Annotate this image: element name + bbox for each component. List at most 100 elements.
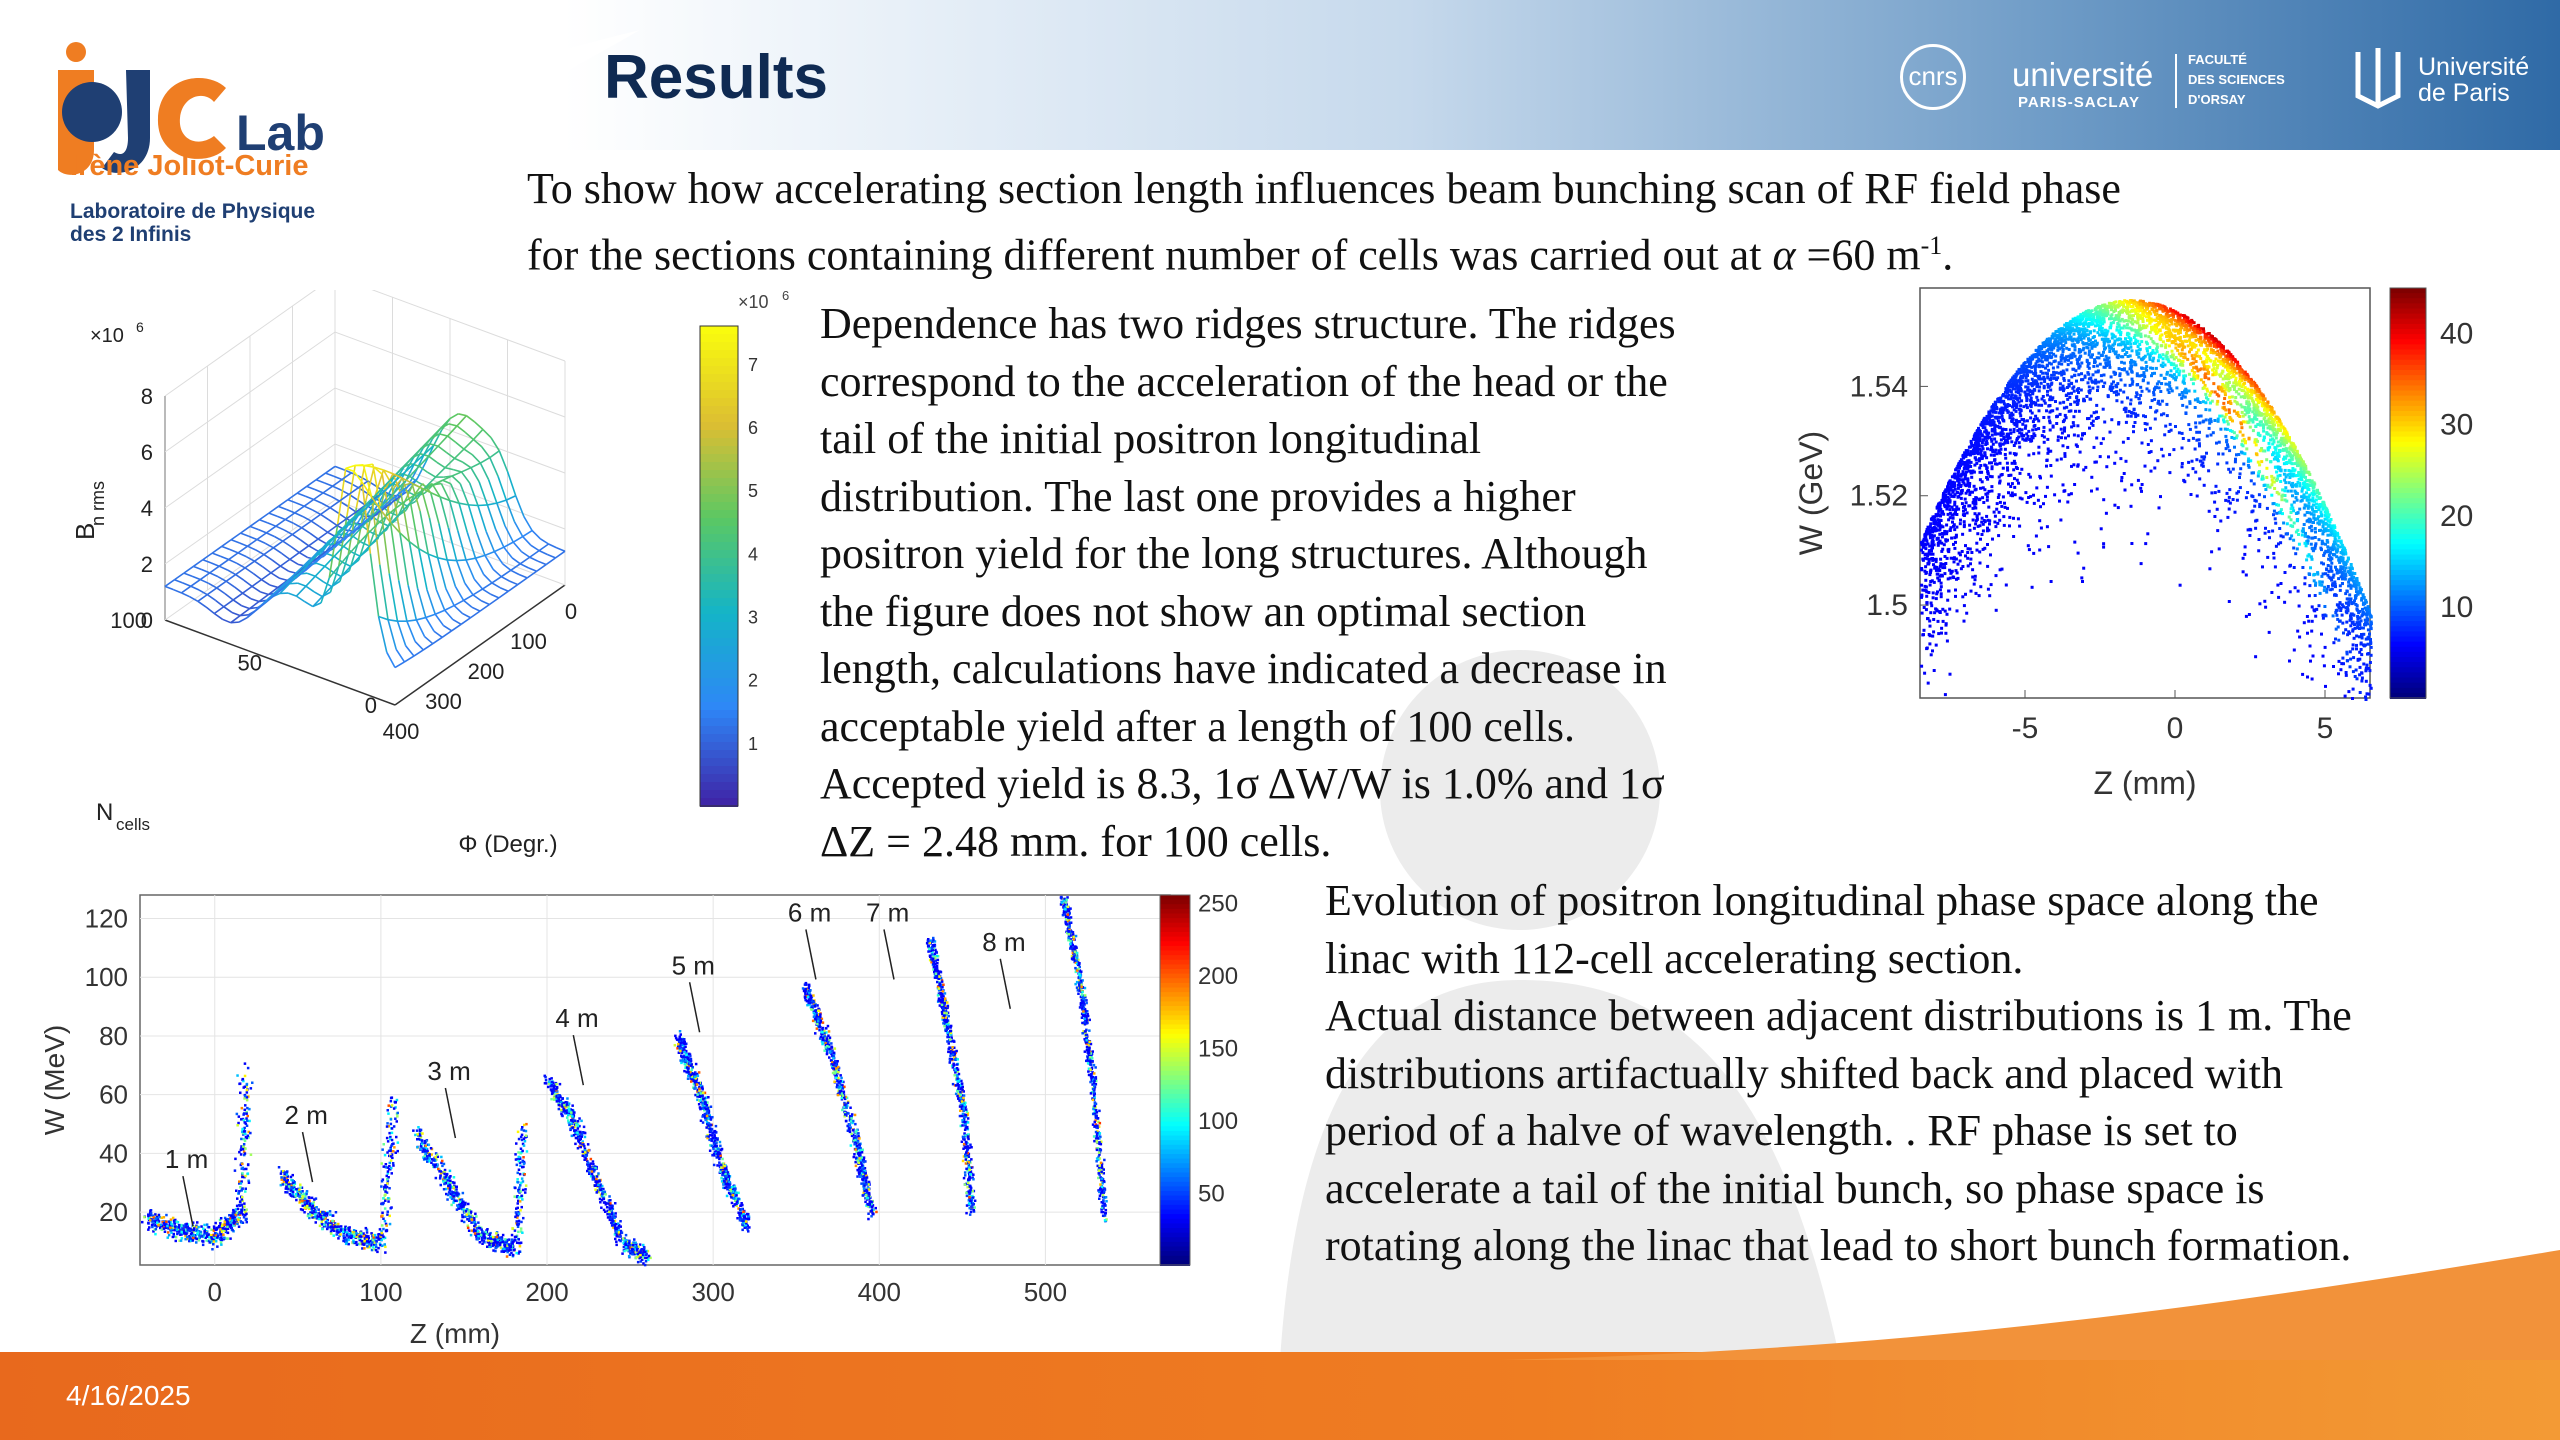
surface-line [313, 498, 323, 504]
scatter-point [2146, 381, 2150, 385]
scatter-point [2262, 404, 2266, 408]
scatter-point [2234, 396, 2238, 399]
intro-line2: for the sections containing different nu… [527, 217, 2327, 284]
surface-line [397, 485, 409, 495]
scatter-point [2033, 434, 2037, 438]
surface-line [436, 557, 447, 589]
scatter-point [2174, 346, 2178, 350]
surface-line [357, 533, 368, 545]
scatter-point [2145, 324, 2149, 328]
surface-line [396, 620, 407, 647]
surface-line [229, 548, 239, 554]
scatter-point [2348, 573, 2352, 577]
surface-line [385, 507, 396, 517]
scatter-point [2256, 405, 2260, 409]
surface-line [434, 609, 445, 616]
scatter-point [2093, 460, 2097, 464]
scatter-point [2336, 570, 2340, 574]
scatter-point [2349, 617, 2353, 621]
scatter-point [2011, 417, 2015, 421]
scatter-point [2129, 360, 2132, 364]
scatter-point [2025, 395, 2029, 399]
scatter-point [2303, 495, 2307, 499]
scatter-point [2330, 578, 2334, 582]
scatter-point [2309, 659, 2312, 663]
scatter-point [2042, 416, 2046, 419]
scatter-point [2138, 374, 2142, 378]
scatter-point [2212, 367, 2216, 371]
scatter-point [1977, 594, 1981, 598]
scatter-point [2180, 348, 2184, 352]
scatter-point [2235, 364, 2239, 368]
scatter-point [2340, 543, 2344, 547]
surface-line [490, 437, 500, 452]
scatter-point [1968, 547, 1972, 551]
scatter-point [2283, 427, 2287, 431]
scatter-point [2198, 477, 2202, 481]
scatter-point [2335, 613, 2339, 617]
scatter-point [2078, 334, 2082, 337]
scatter-point [1960, 502, 1964, 506]
scatter-point [2032, 551, 2036, 555]
colorbar-scale-label: ×10 [738, 292, 769, 312]
scatter-point [2244, 614, 2248, 618]
scatter-point [2322, 588, 2326, 592]
scatter-point [2214, 357, 2218, 361]
surface-line [293, 522, 303, 529]
scatter-point [1964, 491, 1968, 495]
surface-line [330, 495, 340, 502]
scatter-point [1948, 568, 1952, 572]
scatter-point [2219, 347, 2223, 351]
colorbar-swatch [700, 542, 738, 551]
scatter-point [2018, 367, 2022, 371]
scatter-point [1978, 436, 1982, 440]
scatter-point [2252, 389, 2256, 393]
scatter-point [2113, 317, 2117, 321]
scatter-point [2232, 373, 2236, 377]
scatter-point [2110, 418, 2114, 422]
colorbar-swatch [700, 342, 738, 351]
scatter-point [1980, 533, 1984, 536]
scatter-point [1943, 505, 1947, 509]
surface-line [289, 551, 300, 560]
scatter-point [1984, 492, 1988, 496]
scatter-point [2204, 365, 2208, 369]
scatter-point [2209, 348, 2213, 352]
scatter-point [2015, 397, 2019, 401]
scatter-point [1970, 475, 1974, 479]
surface-line [503, 546, 513, 559]
scatter-point [2136, 339, 2140, 343]
scatter-point [2224, 354, 2228, 358]
surface-line [408, 541, 419, 589]
scatter-point [2211, 337, 2215, 340]
scatter-point [1921, 558, 1925, 562]
scatter-point [2092, 411, 2096, 415]
scatter-point [2301, 475, 2305, 479]
scatter-point [2003, 447, 2007, 451]
surface-line [361, 481, 373, 498]
scatter-point [2177, 330, 2181, 334]
scatter-point [2134, 415, 2138, 419]
scatter-point [2101, 312, 2105, 316]
scatter-point [1934, 597, 1938, 601]
surface-line [296, 485, 308, 494]
scatter-point [2369, 638, 2372, 641]
surface-line [180, 585, 192, 594]
scatter-point [2063, 489, 2067, 493]
colorbar-tick-label: 2 [748, 671, 758, 691]
scatter-point [2235, 390, 2239, 394]
surface-line [258, 593, 269, 603]
scatter-point [2163, 320, 2166, 324]
scatter-point [2174, 356, 2178, 359]
scatter-point [2351, 628, 2355, 632]
scatter-point [1981, 496, 1985, 500]
scatter-point [2069, 492, 2073, 496]
surface-line [272, 540, 284, 549]
scatter-point [2048, 351, 2052, 355]
surface-line [479, 462, 490, 480]
scatter-point [2300, 533, 2304, 537]
scatter-point [2062, 389, 2065, 393]
scatter-point [2348, 577, 2352, 581]
surface-line [504, 525, 514, 543]
scatter-point [2202, 327, 2205, 331]
